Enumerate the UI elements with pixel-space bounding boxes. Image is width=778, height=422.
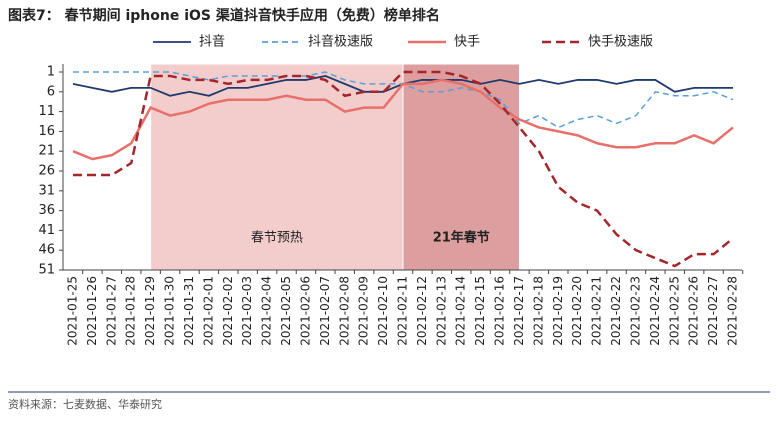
legend-label: 抖音: [199, 34, 225, 50]
x-tick-label: 2021-02-17: [512, 276, 526, 346]
x-tick-label: 2021-01-30: [163, 276, 177, 346]
y-tick-label: 41: [38, 223, 55, 238]
x-tick-label: 2021-02-12: [415, 276, 429, 346]
legend-label: 快手: [454, 35, 480, 50]
x-tick-label: 2021-02-04: [260, 276, 274, 346]
x-tick-label: 2021-02-28: [726, 276, 740, 346]
x-tick-label: 2021-02-07: [318, 276, 332, 346]
x-tick-label: 2021-01-29: [143, 276, 157, 346]
x-tick-label: 2021-02-24: [648, 276, 662, 346]
x-tick-label: 2021-02-14: [454, 276, 468, 346]
y-tick-label: 1: [47, 65, 55, 80]
y-tick-label: 6: [47, 84, 55, 99]
y-tick-label: 46: [38, 243, 55, 258]
y-tick-label: 16: [38, 124, 55, 139]
y-tick-label: 36: [38, 203, 55, 218]
x-tick-label: 2021-02-13: [434, 276, 448, 346]
y-tick-label: 11: [38, 104, 55, 119]
x-tick-label: 2021-02-11: [396, 276, 410, 346]
x-tick-label: 2021-02-21: [590, 276, 604, 346]
x-tick-label: 2021-02-26: [687, 276, 701, 346]
x-tick-label: 2021-02-23: [628, 276, 642, 346]
series-line: [72, 78, 734, 161]
x-tick-label: 2021-01-25: [66, 276, 80, 346]
chart-title: 图表7： 春节期间 iphone iOS 渠道抖音快手应用（免费）榜单排名: [8, 7, 440, 24]
x-tick-label: 2021-01-31: [182, 276, 196, 346]
y-tick-label: 21: [38, 144, 55, 159]
x-tick-label: 2021-01-28: [124, 276, 138, 346]
x-tick-label: 2021-02-27: [706, 276, 720, 346]
source: 资料来源：七麦数据、华泰研究: [8, 397, 162, 411]
legend-label: 快手极速版: [588, 35, 653, 50]
x-tick-label: 2021-02-08: [337, 276, 351, 346]
y-tick-label: 51: [38, 263, 55, 278]
x-tick-label: 2021-02-01: [201, 276, 215, 346]
x-tick-label: 2021-02-16: [493, 276, 507, 346]
x-tick-label: 2021-02-10: [376, 276, 390, 346]
x-tick-label: 2021-02-18: [531, 276, 545, 346]
x-tick-label: 2021-02-22: [609, 276, 623, 346]
x-tick-label: 2021-02-19: [551, 276, 565, 346]
y-tick-label: 26: [38, 164, 55, 179]
highlight-band: [402, 63, 520, 271]
series-line: [73, 70, 734, 268]
x-tick-label: 2021-02-15: [473, 276, 487, 346]
x-tick-label: 2021-02-06: [298, 276, 312, 346]
x-tick-label: 2021-02-03: [240, 276, 254, 346]
y-tick-label: 31: [38, 183, 55, 198]
x-tick-label: 2021-02-09: [357, 276, 371, 346]
band-label: 春节预热: [251, 231, 303, 246]
legend-label: 抖音极速版: [308, 34, 373, 50]
band-label: 21年春节: [433, 230, 490, 246]
x-tick-label: 2021-02-02: [221, 276, 235, 346]
x-tick-label: 2021-02-25: [667, 276, 681, 346]
x-tick-label: 2021-01-27: [104, 276, 118, 346]
x-tick-label: 2021-02-20: [570, 276, 584, 346]
x-tick-label: 2021-02-05: [279, 276, 293, 346]
x-tick-label: 2021-01-26: [85, 276, 99, 346]
